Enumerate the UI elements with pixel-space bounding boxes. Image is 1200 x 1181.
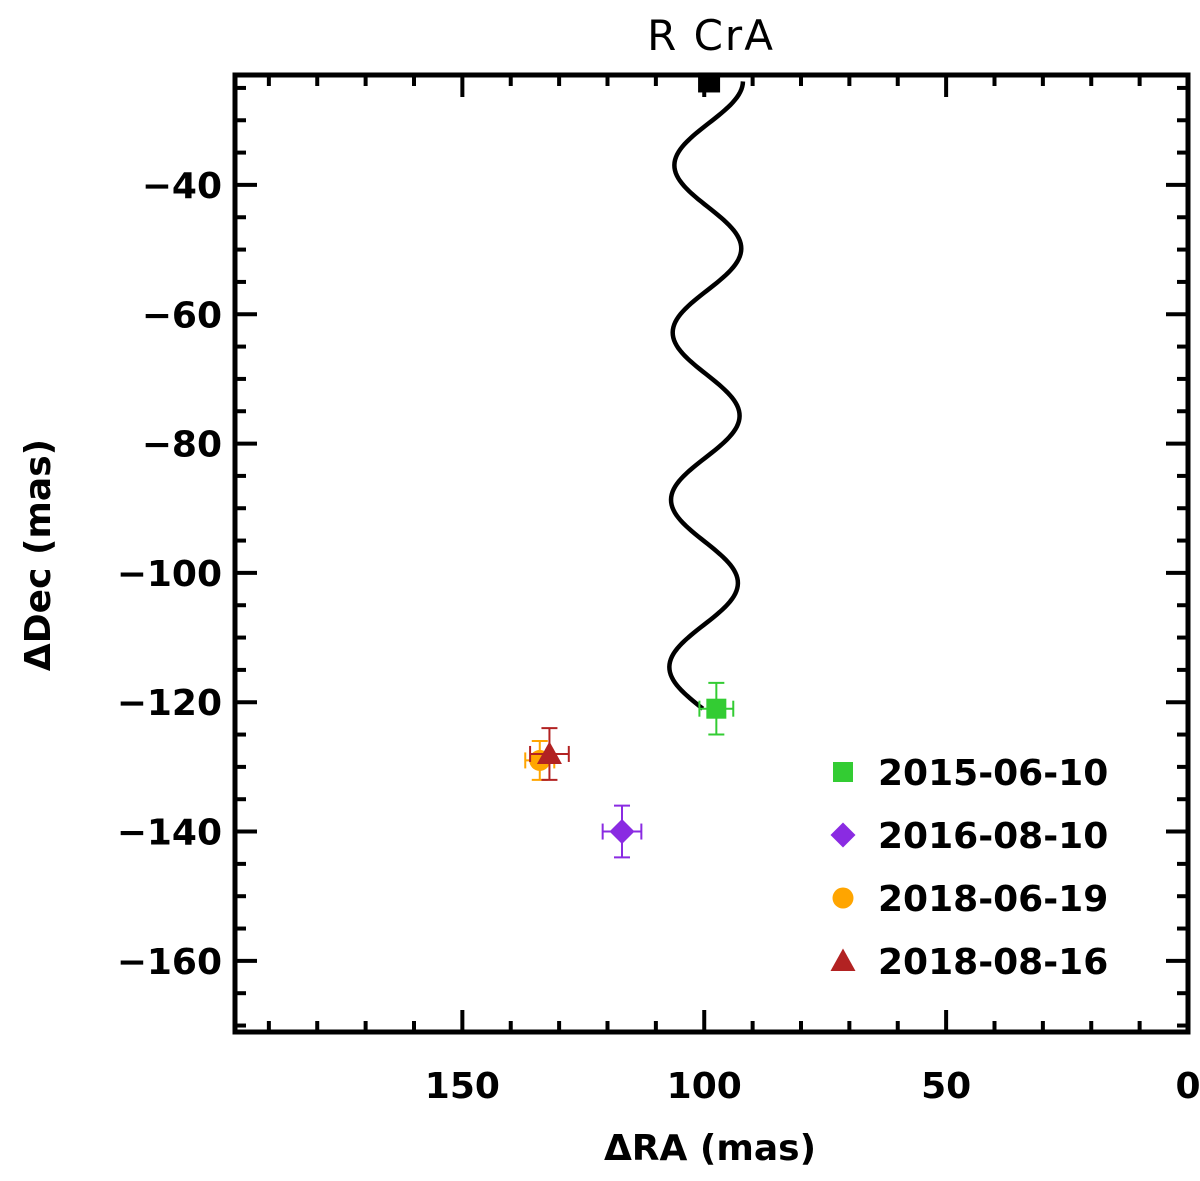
x-tick-label: 50: [921, 1066, 971, 1107]
x-tick-label: 0: [1175, 1066, 1200, 1107]
legend-label: 2015-06-10: [878, 753, 1108, 794]
y-tick-label: −40: [142, 166, 222, 207]
legend-marker-square: [833, 762, 853, 782]
data-point-2015-06-10: [698, 681, 735, 736]
y-tick-label: −60: [142, 295, 222, 336]
data-point-2018-08-16: [529, 727, 570, 781]
legend-marker-diamond: [830, 822, 856, 848]
marker-square: [706, 698, 727, 719]
data-point-2016-08-10: [601, 804, 643, 859]
y-tick-label: −140: [117, 813, 222, 854]
plot-frame: [232, 72, 1191, 1035]
y-tick-labels: −40 −60 −80 −100 −120 −140 −160: [117, 166, 222, 983]
legend-label: 2018-06-19: [878, 879, 1108, 920]
x-tick-labels: 150 100 50 0: [425, 1066, 1200, 1107]
marker-triangle: [536, 741, 562, 764]
chart-title: R CrA: [647, 11, 775, 60]
legend-label: 2018-08-16: [878, 942, 1108, 983]
ticks-layer: [235, 75, 1190, 1032]
legend-marker-triangle: [830, 948, 856, 971]
y-tick-label: −160: [117, 942, 222, 983]
legend: 2015-06-10 2016-08-10 2018-06-19 2018-08-16: [830, 753, 1108, 983]
y-tick-label: −120: [117, 683, 222, 724]
x-axis-label: ΔRA (mas): [604, 1128, 816, 1169]
y-axis-label: ΔDec (mas): [18, 439, 59, 671]
legend-marker-circle: [832, 887, 854, 909]
y-tick-label: −100: [117, 554, 222, 595]
marker-diamond: [609, 819, 635, 845]
data-points-layer: [524, 681, 735, 859]
track-line: [667, 81, 746, 711]
track-layer: [667, 72, 746, 711]
x-tick-label: 100: [667, 1066, 742, 1107]
y-tick-label: −80: [142, 425, 222, 466]
x-tick-label: 150: [425, 1066, 500, 1107]
legend-label: 2016-08-10: [878, 816, 1108, 857]
